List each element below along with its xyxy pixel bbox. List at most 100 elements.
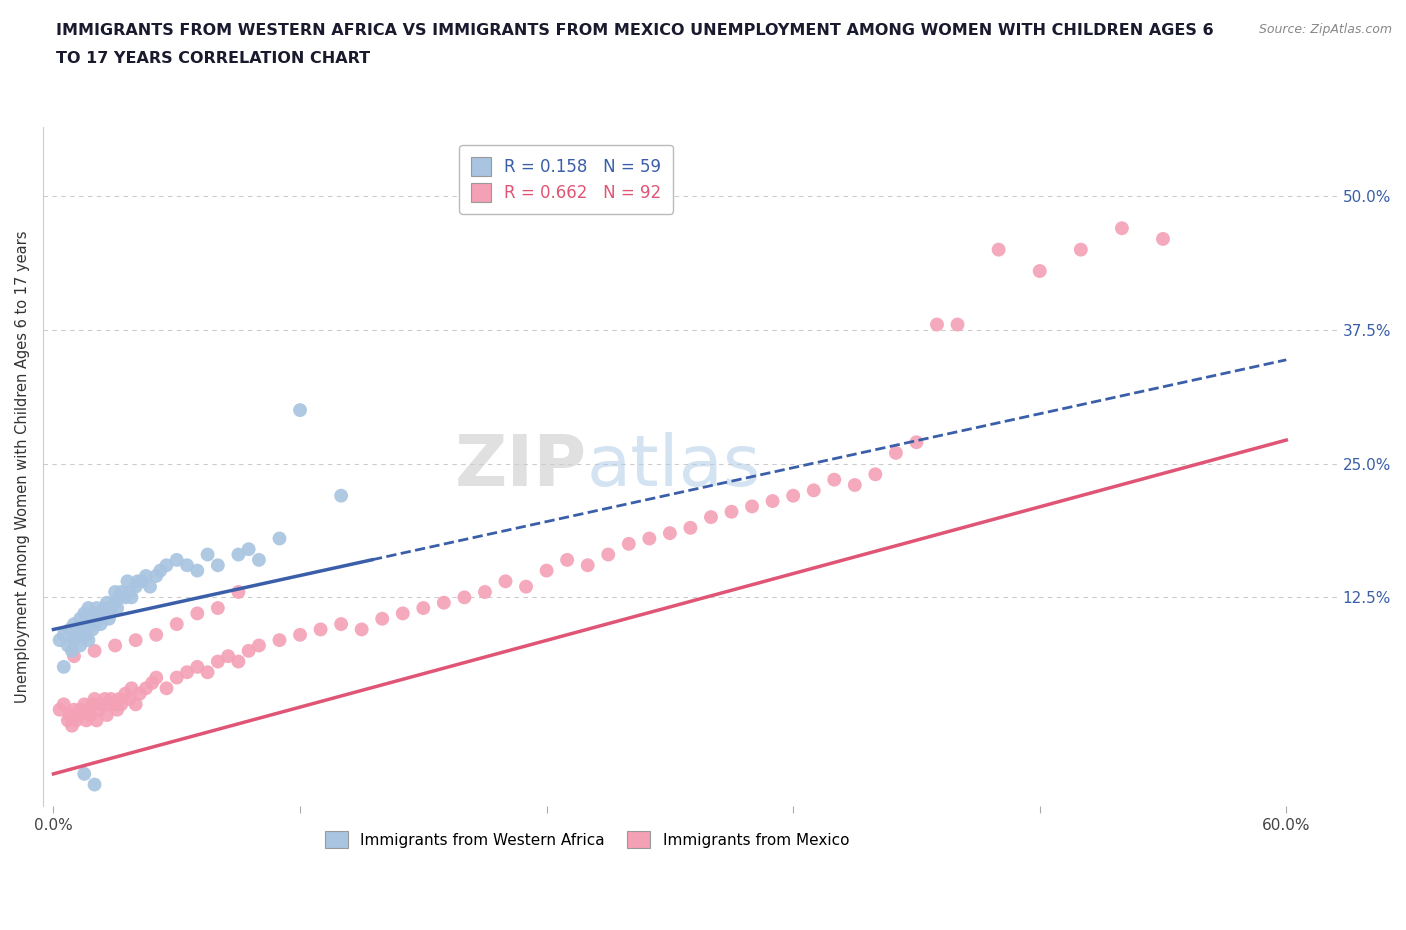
Point bbox=[90, 617, 112, 631]
Point bbox=[166, 617, 188, 631]
Point bbox=[121, 681, 143, 696]
Point bbox=[176, 558, 198, 573]
Y-axis label: Unemployment Among Women with Children Ages 6 to 17 years: Unemployment Among Women with Children A… bbox=[15, 230, 30, 702]
Point bbox=[75, 713, 97, 728]
Point bbox=[73, 766, 96, 781]
Point bbox=[110, 585, 132, 600]
Point bbox=[128, 686, 150, 701]
Point bbox=[197, 547, 219, 562]
Text: Source: ZipAtlas.com: Source: ZipAtlas.com bbox=[1258, 23, 1392, 36]
Point bbox=[155, 558, 177, 573]
Text: ZIP: ZIP bbox=[454, 432, 586, 500]
Point bbox=[149, 564, 172, 578]
Point bbox=[166, 671, 188, 685]
Point bbox=[100, 601, 122, 616]
Point bbox=[515, 579, 537, 594]
Point bbox=[87, 702, 110, 717]
Point bbox=[56, 713, 79, 728]
Point bbox=[700, 510, 723, 525]
Point bbox=[617, 537, 640, 551]
Point bbox=[97, 697, 120, 711]
Point bbox=[228, 547, 250, 562]
Point bbox=[186, 659, 208, 674]
Point bbox=[127, 574, 149, 589]
Point bbox=[1152, 232, 1174, 246]
Point bbox=[52, 628, 75, 643]
Point bbox=[94, 692, 117, 707]
Point bbox=[94, 601, 117, 616]
Point bbox=[207, 558, 229, 573]
Point bbox=[124, 579, 146, 594]
Point bbox=[69, 702, 91, 717]
Point bbox=[105, 601, 128, 616]
Point bbox=[238, 542, 260, 557]
Point bbox=[658, 525, 681, 540]
Point bbox=[371, 611, 394, 626]
Point bbox=[145, 568, 167, 583]
Point bbox=[117, 574, 139, 589]
Point bbox=[77, 632, 100, 647]
Point bbox=[762, 494, 785, 509]
Point bbox=[97, 611, 120, 626]
Point bbox=[69, 611, 91, 626]
Point bbox=[638, 531, 661, 546]
Point bbox=[228, 654, 250, 669]
Point bbox=[52, 697, 75, 711]
Point bbox=[79, 708, 101, 723]
Point bbox=[60, 718, 83, 733]
Point bbox=[114, 686, 136, 701]
Point bbox=[65, 628, 87, 643]
Point bbox=[350, 622, 373, 637]
Point bbox=[1111, 220, 1133, 235]
Point bbox=[77, 601, 100, 616]
Point bbox=[155, 681, 177, 696]
Point bbox=[83, 692, 105, 707]
Point bbox=[186, 606, 208, 621]
Point bbox=[63, 632, 86, 647]
Point bbox=[67, 622, 90, 637]
Point bbox=[108, 590, 131, 604]
Point bbox=[453, 590, 475, 604]
Point bbox=[63, 702, 86, 717]
Point bbox=[75, 628, 97, 643]
Point bbox=[79, 611, 101, 626]
Point bbox=[59, 622, 82, 637]
Point bbox=[90, 697, 112, 711]
Point bbox=[63, 617, 86, 631]
Point bbox=[70, 622, 93, 637]
Point bbox=[124, 632, 146, 647]
Point bbox=[269, 531, 291, 546]
Point bbox=[139, 579, 162, 594]
Point bbox=[82, 622, 104, 637]
Point bbox=[207, 654, 229, 669]
Point bbox=[238, 644, 260, 658]
Point bbox=[433, 595, 456, 610]
Point bbox=[83, 617, 105, 631]
Point bbox=[96, 595, 118, 610]
Point bbox=[207, 601, 229, 616]
Point bbox=[884, 445, 907, 460]
Point bbox=[135, 681, 157, 696]
Point bbox=[217, 649, 239, 664]
Point bbox=[865, 467, 887, 482]
Point bbox=[118, 585, 141, 600]
Point bbox=[679, 521, 702, 536]
Point bbox=[60, 644, 83, 658]
Point bbox=[100, 692, 122, 707]
Point bbox=[73, 697, 96, 711]
Point bbox=[145, 671, 167, 685]
Point bbox=[391, 606, 413, 621]
Point bbox=[823, 472, 845, 487]
Point bbox=[121, 590, 143, 604]
Point bbox=[52, 659, 75, 674]
Point bbox=[135, 568, 157, 583]
Point bbox=[83, 644, 105, 658]
Point bbox=[309, 622, 332, 637]
Point bbox=[67, 708, 90, 723]
Point bbox=[247, 638, 270, 653]
Point bbox=[73, 606, 96, 621]
Point bbox=[844, 478, 866, 493]
Point bbox=[330, 617, 353, 631]
Point bbox=[131, 574, 153, 589]
Point bbox=[59, 708, 82, 723]
